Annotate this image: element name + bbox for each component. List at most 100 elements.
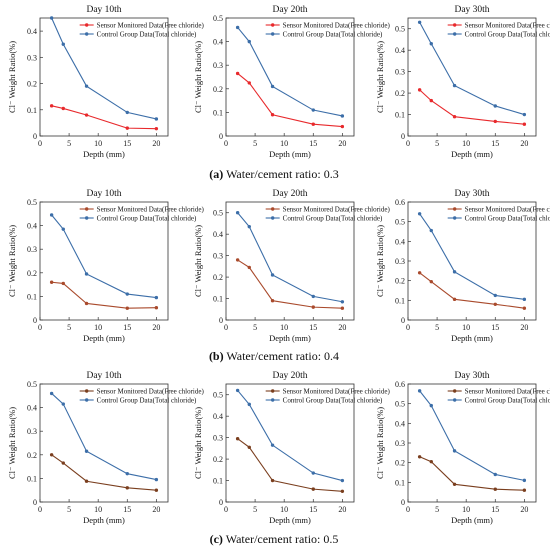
data-point [493, 302, 497, 306]
x-tick-label: 15 [309, 505, 317, 514]
x-tick-label: 5 [435, 323, 439, 332]
data-point [84, 84, 89, 88]
data-point [452, 449, 457, 453]
data-point [125, 292, 129, 296]
x-tick-label: 0 [38, 505, 42, 514]
y-axis-label: Cl⁻ Weight Ratio(%) [375, 407, 385, 479]
data-point [340, 489, 345, 493]
y-tick-label: 0 [219, 316, 223, 325]
data-point [154, 477, 159, 482]
x-tick-label: 20 [338, 139, 346, 148]
y-tick-label: 0 [219, 498, 223, 507]
y-tick-label: 0.2 [27, 451, 37, 460]
y-tick-label: 0.4 [27, 222, 37, 231]
y-tick-label: 0.3 [395, 257, 405, 266]
legend-marker [452, 32, 457, 36]
x-axis-label: Depth (mm) [83, 333, 125, 343]
legend-label: Sensor Monitored Data(Free chloride) [97, 206, 205, 214]
legend-label: Control Group Data(Total chloride) [283, 215, 383, 223]
legend-marker [452, 389, 457, 393]
y-tick-label: 0.2 [27, 80, 37, 89]
chart-title: Day 30th [454, 189, 489, 199]
y-tick-label: 0.4 [395, 237, 405, 246]
data-point [522, 488, 527, 492]
legend-marker [270, 398, 275, 402]
data-point [125, 486, 129, 490]
data-point [452, 114, 457, 119]
x-axis-label: Depth (mm) [451, 333, 493, 343]
caption-text: Water/cement ratio: 0.4 [224, 349, 339, 363]
x-tick-label: 20 [520, 505, 528, 514]
data-point [493, 472, 497, 477]
data-point [340, 124, 345, 129]
data-point [49, 391, 54, 396]
data-point [340, 114, 345, 118]
plot-frame [39, 17, 169, 137]
y-tick-label: 0 [33, 316, 37, 325]
x-tick-label: 0 [224, 323, 228, 332]
series-line [51, 214, 157, 299]
series-line [419, 89, 525, 125]
data-point [270, 443, 275, 447]
data-point [247, 224, 251, 229]
data-point [270, 84, 275, 89]
y-tick-label: 0.3 [213, 61, 223, 70]
x-tick-label: 0 [224, 139, 228, 148]
x-axis-label: Depth (mm) [269, 149, 311, 159]
row-caption: (b) Water/cement ratio: 0.4 [209, 349, 339, 363]
data-point [493, 293, 497, 298]
x-tick-label: 10 [462, 323, 470, 332]
x-tick-label: 5 [435, 139, 439, 148]
data-point [429, 403, 433, 408]
data-point [154, 306, 159, 310]
data-point [340, 478, 345, 483]
y-tick-label: 0.5 [395, 218, 405, 227]
y-axis-label: Cl⁻ Weight Ratio(%) [7, 41, 17, 113]
x-tick-label: 5 [67, 505, 71, 514]
series-line [237, 73, 343, 128]
y-tick-label: 0.2 [213, 455, 223, 464]
y-tick-label: 0.3 [213, 434, 223, 443]
x-tick-label: 10 [280, 323, 288, 332]
legend-marker [452, 23, 457, 27]
y-axis-label: Cl⁻ Weight Ratio(%) [7, 407, 17, 479]
data-point [340, 300, 345, 304]
x-tick-label: 0 [38, 139, 42, 148]
caption-letter: (c) [210, 532, 223, 546]
legend-label: Control Group Data(Total chloride) [465, 215, 550, 223]
chart-panel: Day 10th 0 5 10 15 20 0 0.1 0.2 0.3 0.4 0.5 Depth (m… [7, 189, 204, 343]
x-tick-label: 20 [152, 505, 160, 514]
data-point [154, 117, 159, 121]
legend-label: Control Group Data(Total chloride) [97, 397, 197, 405]
y-tick-label: 0.1 [27, 474, 37, 483]
data-point [61, 402, 65, 406]
data-point [452, 297, 457, 302]
x-axis-label: Depth (mm) [83, 515, 125, 525]
data-point [522, 306, 527, 310]
series-line [237, 27, 343, 117]
data-point [154, 295, 159, 300]
legend-label: Sensor Monitored Data(Free chloride) [283, 22, 391, 30]
x-axis-label: Depth (mm) [451, 149, 493, 159]
chart-panel: Day 10th 0 5 10 15 20 0 0.1 0.2 0.3 0.4 0.5 Depth (m… [7, 371, 204, 525]
x-tick-label: 10 [94, 505, 102, 514]
y-axis-label: Cl⁻ Weight Ratio(%) [7, 225, 17, 297]
y-tick-label: 0 [33, 498, 37, 507]
y-tick-label: 0.1 [27, 292, 37, 301]
y-tick-label: 0.4 [27, 27, 37, 36]
data-point [429, 459, 433, 464]
y-tick-label: 0.2 [213, 273, 223, 282]
data-point [125, 110, 129, 115]
y-tick-label: 0 [401, 316, 405, 325]
y-tick-label: 0.6 [395, 198, 405, 207]
y-tick-label: 0.2 [213, 85, 223, 94]
y-tick-label: 0.3 [395, 68, 405, 77]
row-caption: (c) Water/cement ratio: 0.5 [210, 532, 339, 546]
chart-panel: Day 20th 0 5 10 15 20 0 0.1 0.2 0.3 0.4 0.5 Depth (m… [193, 5, 390, 159]
legend-marker [270, 389, 275, 393]
data-point [270, 478, 275, 483]
plot-frame [39, 383, 169, 503]
plot-frame [39, 201, 169, 321]
data-point [235, 388, 240, 393]
data-point [522, 112, 527, 117]
